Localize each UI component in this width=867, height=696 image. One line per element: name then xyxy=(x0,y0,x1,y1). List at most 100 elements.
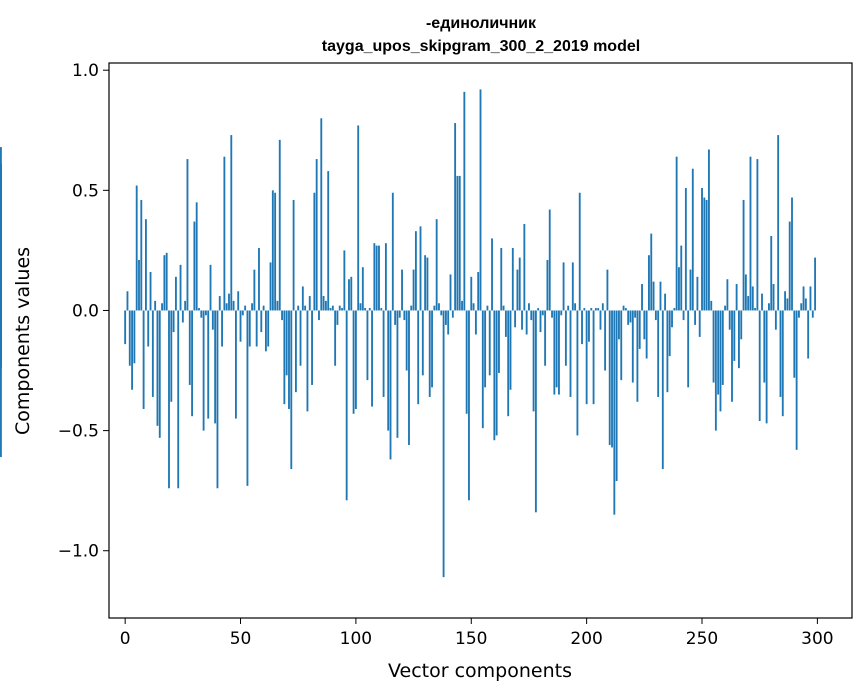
bar xyxy=(378,245,380,311)
bar xyxy=(754,308,757,311)
bar xyxy=(209,264,212,311)
bar xyxy=(225,303,228,311)
bar xyxy=(606,269,609,311)
bar xyxy=(382,310,385,397)
bar xyxy=(313,192,316,311)
bar xyxy=(361,267,364,311)
bar xyxy=(359,303,362,311)
bar xyxy=(463,91,466,311)
bar xyxy=(518,257,521,311)
bar xyxy=(680,245,683,311)
bar xyxy=(207,310,210,419)
bar xyxy=(401,269,403,311)
bar xyxy=(396,310,399,438)
bar xyxy=(428,310,431,397)
bar xyxy=(156,310,159,426)
bar xyxy=(491,238,493,311)
bar xyxy=(560,310,563,316)
bar xyxy=(731,310,733,402)
bar xyxy=(763,310,766,383)
bar xyxy=(740,310,743,340)
bar xyxy=(809,286,812,311)
bar xyxy=(0,310,2,458)
bar xyxy=(613,310,616,515)
bar xyxy=(338,305,341,311)
bar xyxy=(172,310,175,333)
bar xyxy=(601,303,604,311)
y-tick-label: 0.0 xyxy=(72,301,99,321)
bar xyxy=(733,310,736,361)
y-axis-ticks: −1.0 −0.5 0.0 0.5 1.0 xyxy=(58,61,109,562)
bar xyxy=(648,255,650,311)
bar xyxy=(241,310,244,316)
bar xyxy=(804,298,807,311)
bar xyxy=(202,310,205,431)
x-axis-label: Vector components xyxy=(388,660,572,682)
bar xyxy=(624,308,627,311)
bar xyxy=(537,308,540,311)
bar xyxy=(470,276,473,311)
bar xyxy=(724,305,727,311)
bar xyxy=(618,310,620,340)
x-tick-label: 200 xyxy=(570,629,602,649)
bar xyxy=(777,135,780,311)
bar xyxy=(802,286,805,311)
bar xyxy=(433,305,436,311)
bar xyxy=(297,305,300,311)
bar xyxy=(578,192,581,311)
bar xyxy=(629,310,632,323)
bar xyxy=(354,310,357,409)
bar xyxy=(336,310,339,325)
bar xyxy=(389,310,392,460)
bar xyxy=(352,310,355,414)
bar xyxy=(474,310,477,335)
bar xyxy=(652,281,655,311)
bar xyxy=(661,310,664,470)
bar xyxy=(567,305,570,311)
bar xyxy=(638,310,641,349)
bar xyxy=(481,310,484,429)
bar xyxy=(283,310,286,405)
bar xyxy=(285,310,288,376)
bar xyxy=(555,310,558,388)
bar xyxy=(318,310,320,321)
bar xyxy=(553,310,556,395)
bar xyxy=(735,284,738,311)
bar xyxy=(165,252,168,311)
bar xyxy=(184,300,187,311)
bar xyxy=(597,308,600,311)
bar xyxy=(329,308,332,311)
bar xyxy=(585,310,588,405)
bar xyxy=(654,310,657,321)
bar xyxy=(306,310,309,412)
bar xyxy=(371,310,373,407)
bar xyxy=(299,310,302,366)
bar xyxy=(791,197,793,311)
bar xyxy=(294,310,297,393)
x-tick-label: 100 xyxy=(340,629,372,649)
bar xyxy=(756,159,759,311)
bar xyxy=(747,296,750,311)
bar xyxy=(611,310,613,448)
bar xyxy=(738,310,740,369)
bar xyxy=(511,248,514,311)
bar xyxy=(539,310,542,333)
bar xyxy=(288,310,290,409)
bar xyxy=(426,257,429,311)
bar xyxy=(198,308,200,311)
bar xyxy=(696,276,699,311)
bar xyxy=(341,308,343,311)
bar xyxy=(719,310,722,412)
bar xyxy=(179,264,182,311)
bar xyxy=(671,310,673,328)
bar xyxy=(721,310,724,385)
bar xyxy=(673,308,676,311)
bar xyxy=(444,310,447,325)
bar xyxy=(705,199,708,311)
bar xyxy=(232,300,235,311)
bar xyxy=(534,310,537,513)
bar xyxy=(147,310,150,347)
bar xyxy=(622,305,625,311)
bar xyxy=(412,269,415,311)
bar xyxy=(758,310,761,421)
